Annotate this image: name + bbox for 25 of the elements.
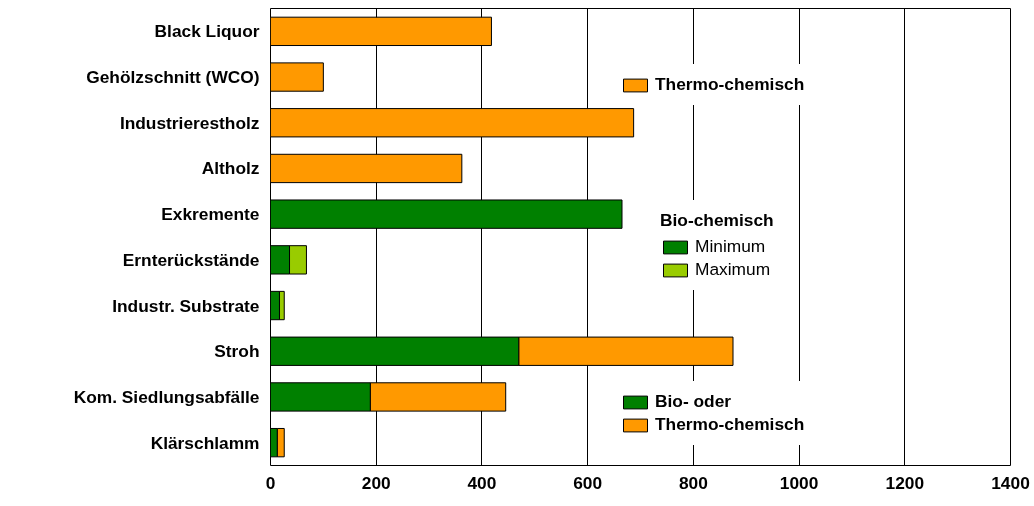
legend-label: Thermo-chemisch	[655, 74, 805, 95]
y-tick-label: Exkremente	[161, 204, 260, 225]
x-tick-label: 1000	[779, 472, 819, 493]
legend-label: Maximum	[695, 259, 771, 280]
legend-title: Bio-chemisch	[660, 210, 774, 231]
y-tick-label: Black Liquor	[154, 21, 260, 42]
y-tick-label: Stroh	[214, 341, 260, 362]
x-tick-label: 1400	[991, 472, 1030, 493]
y-tick-label: Ernterückstände	[122, 249, 260, 270]
x-tick-label: 800	[678, 472, 708, 493]
legend-label: Bio- oder	[655, 391, 732, 412]
y-tick-label: Kom. Siedlungsabfälle	[73, 386, 260, 407]
y-tick-label: Gehölzschnitt (WCO)	[86, 67, 260, 88]
y-tick-label: Industrierestholz	[119, 112, 260, 133]
y-tick-label: Industr. Substrate	[112, 295, 260, 316]
legend-label: Thermo-chemisch	[655, 414, 805, 435]
bar	[270, 62, 324, 92]
y-tick-label: Altholz	[201, 158, 260, 179]
x-tick-label: 200	[361, 472, 391, 493]
x-tick-label: 600	[573, 472, 603, 493]
y-tick-label: Klärschlamm	[150, 432, 260, 453]
legend-label: Minimum	[695, 236, 766, 257]
x-tick-label: 1200	[885, 472, 925, 493]
x-tick-label: 0	[265, 472, 276, 493]
x-tick-label: 400	[467, 472, 497, 493]
